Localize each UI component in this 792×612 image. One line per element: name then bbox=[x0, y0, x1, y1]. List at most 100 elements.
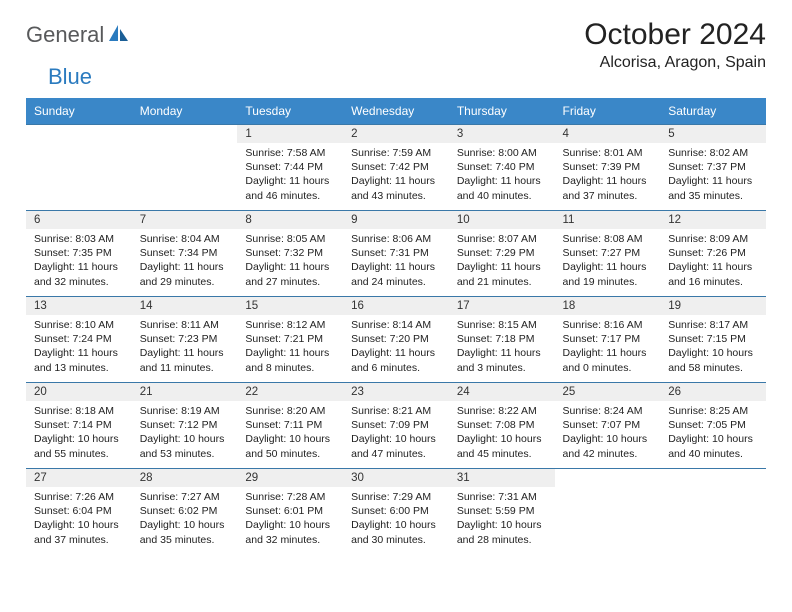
day-number: 23 bbox=[343, 383, 449, 401]
logo-text-blue: Blue bbox=[48, 64, 92, 90]
sunrise-text: Sunrise: 8:07 AM bbox=[457, 232, 547, 246]
daylight-text: Daylight: 11 hours bbox=[668, 174, 758, 188]
day-content: Sunrise: 8:05 AMSunset: 7:32 PMDaylight:… bbox=[237, 229, 343, 292]
sunset-text: Sunset: 6:04 PM bbox=[34, 504, 124, 518]
calendar-day-cell: 26Sunrise: 8:25 AMSunset: 7:05 PMDayligh… bbox=[660, 383, 766, 469]
day-number: 3 bbox=[449, 125, 555, 143]
sunrise-text: Sunrise: 8:16 AM bbox=[563, 318, 653, 332]
day-number: 25 bbox=[555, 383, 661, 401]
day-number: 6 bbox=[26, 211, 132, 229]
sunset-text: Sunset: 7:18 PM bbox=[457, 332, 547, 346]
sunset-text: Sunset: 7:37 PM bbox=[668, 160, 758, 174]
sunrise-text: Sunrise: 8:17 AM bbox=[668, 318, 758, 332]
day-number: 20 bbox=[26, 383, 132, 401]
weekday-header: Thursday bbox=[449, 98, 555, 125]
sunrise-text: Sunrise: 8:12 AM bbox=[245, 318, 335, 332]
sunset-text: Sunset: 7:44 PM bbox=[245, 160, 335, 174]
sunrise-text: Sunrise: 7:58 AM bbox=[245, 146, 335, 160]
sunrise-text: Sunrise: 8:25 AM bbox=[668, 404, 758, 418]
daylight-text: and 47 minutes. bbox=[351, 447, 441, 461]
sunset-text: Sunset: 6:02 PM bbox=[140, 504, 230, 518]
sunset-text: Sunset: 7:39 PM bbox=[563, 160, 653, 174]
sunset-text: Sunset: 7:34 PM bbox=[140, 246, 230, 260]
day-number: 7 bbox=[132, 211, 238, 229]
daylight-text: and 58 minutes. bbox=[668, 361, 758, 375]
daylight-text: and 0 minutes. bbox=[563, 361, 653, 375]
day-number: 8 bbox=[237, 211, 343, 229]
daylight-text: and 6 minutes. bbox=[351, 361, 441, 375]
day-content: Sunrise: 7:27 AMSunset: 6:02 PMDaylight:… bbox=[132, 487, 238, 550]
sunset-text: Sunset: 7:15 PM bbox=[668, 332, 758, 346]
day-content: Sunrise: 7:28 AMSunset: 6:01 PMDaylight:… bbox=[237, 487, 343, 550]
calendar-day-cell: 6Sunrise: 8:03 AMSunset: 7:35 PMDaylight… bbox=[26, 211, 132, 297]
calendar-day-cell bbox=[26, 125, 132, 211]
sunrise-text: Sunrise: 8:24 AM bbox=[563, 404, 653, 418]
calendar-day-cell: 20 Sunrise: 8:18 AMSunset: 7:14 PMDayligh… bbox=[26, 383, 132, 469]
sunset-text: Sunset: 7:29 PM bbox=[457, 246, 547, 260]
daylight-text: and 37 minutes. bbox=[34, 533, 124, 547]
weekday-header-row: Sunday Monday Tuesday Wednesday Thursday… bbox=[26, 98, 766, 125]
calendar-day-cell: 11Sunrise: 8:08 AMSunset: 7:27 PMDayligh… bbox=[555, 211, 661, 297]
daylight-text: and 24 minutes. bbox=[351, 275, 441, 289]
daylight-text: Daylight: 11 hours bbox=[457, 260, 547, 274]
daylight-text: and 28 minutes. bbox=[457, 533, 547, 547]
sunset-text: Sunset: 7:17 PM bbox=[563, 332, 653, 346]
day-content: Sunrise: 8:16 AMSunset: 7:17 PMDaylight:… bbox=[555, 315, 661, 378]
calendar-day-cell: 7Sunrise: 8:04 AMSunset: 7:34 PMDaylight… bbox=[132, 211, 238, 297]
sunrise-text: Sunrise: 8:09 AM bbox=[668, 232, 758, 246]
day-number: 2 bbox=[343, 125, 449, 143]
daylight-text: Daylight: 11 hours bbox=[351, 260, 441, 274]
title-block: October 2024 Alcorisa, Aragon, Spain bbox=[584, 18, 766, 72]
calendar-day-cell: 2Sunrise: 7:59 AMSunset: 7:42 PMDaylight… bbox=[343, 125, 449, 211]
day-content: Sunrise: 8:19 AMSunset: 7:12 PMDaylight:… bbox=[132, 401, 238, 464]
day-number: 28 bbox=[132, 469, 238, 487]
day-content: Sunrise: 8:12 AMSunset: 7:21 PMDaylight:… bbox=[237, 315, 343, 378]
calendar-day-cell: 27Sunrise: 7:26 AMSunset: 6:04 PMDayligh… bbox=[26, 469, 132, 555]
weekday-header: Tuesday bbox=[237, 98, 343, 125]
calendar-day-cell: 23Sunrise: 8:21 AMSunset: 7:09 PMDayligh… bbox=[343, 383, 449, 469]
daylight-text: Daylight: 10 hours bbox=[140, 432, 230, 446]
day-content: Sunrise: 8:01 AMSunset: 7:39 PMDaylight:… bbox=[555, 143, 661, 206]
day-number: 5 bbox=[660, 125, 766, 143]
daylight-text: and 16 minutes. bbox=[668, 275, 758, 289]
sunset-text: Sunset: 7:07 PM bbox=[563, 418, 653, 432]
day-number: 9 bbox=[343, 211, 449, 229]
daylight-text: and 32 minutes. bbox=[245, 533, 335, 547]
daylight-text: Daylight: 11 hours bbox=[34, 260, 124, 274]
daylight-text: Daylight: 10 hours bbox=[34, 432, 124, 446]
calendar-day-cell: 16Sunrise: 8:14 AMSunset: 7:20 PMDayligh… bbox=[343, 297, 449, 383]
daylight-text: and 13 minutes. bbox=[34, 361, 124, 375]
sunset-text: Sunset: 7:24 PM bbox=[34, 332, 124, 346]
sunrise-text: Sunrise: 7:31 AM bbox=[457, 490, 547, 504]
day-content: Sunrise: 8:25 AMSunset: 7:05 PMDaylight:… bbox=[660, 401, 766, 464]
calendar-day-cell: 19Sunrise: 8:17 AMSunset: 7:15 PMDayligh… bbox=[660, 297, 766, 383]
sunrise-text: Sunrise: 7:59 AM bbox=[351, 146, 441, 160]
calendar-day-cell: 24Sunrise: 8:22 AMSunset: 7:08 PMDayligh… bbox=[449, 383, 555, 469]
daylight-text: and 11 minutes. bbox=[140, 361, 230, 375]
sunset-text: Sunset: 7:14 PM bbox=[34, 418, 124, 432]
sunrise-text: Sunrise: 8:02 AM bbox=[668, 146, 758, 160]
day-content: Sunrise: 8:15 AMSunset: 7:18 PMDaylight:… bbox=[449, 315, 555, 378]
sunset-text: Sunset: 7:12 PM bbox=[140, 418, 230, 432]
day-content: Sunrise: 8:04 AMSunset: 7:34 PMDaylight:… bbox=[132, 229, 238, 292]
day-content: Sunrise: 8:10 AMSunset: 7:24 PMDaylight:… bbox=[26, 315, 132, 378]
day-content: Sunrise: 8:11 AMSunset: 7:23 PMDaylight:… bbox=[132, 315, 238, 378]
daylight-text: and 8 minutes. bbox=[245, 361, 335, 375]
daylight-text: and 43 minutes. bbox=[351, 189, 441, 203]
weekday-header: Friday bbox=[555, 98, 661, 125]
daylight-text: Daylight: 10 hours bbox=[563, 432, 653, 446]
calendar-day-cell: 10Sunrise: 8:07 AMSunset: 7:29 PMDayligh… bbox=[449, 211, 555, 297]
day-content: Sunrise: 8:14 AMSunset: 7:20 PMDaylight:… bbox=[343, 315, 449, 378]
daylight-text: and 40 minutes. bbox=[668, 447, 758, 461]
sunset-text: Sunset: 7:05 PM bbox=[668, 418, 758, 432]
sunrise-text: Sunrise: 8:20 AM bbox=[245, 404, 335, 418]
daylight-text: Daylight: 11 hours bbox=[351, 174, 441, 188]
calendar-day-cell: 3Sunrise: 8:00 AMSunset: 7:40 PMDaylight… bbox=[449, 125, 555, 211]
day-content: Sunrise: 7:31 AMSunset: 5:59 PMDaylight:… bbox=[449, 487, 555, 550]
day-content: Sunrise: 8:17 AMSunset: 7:15 PMDaylight:… bbox=[660, 315, 766, 378]
day-number: 29 bbox=[237, 469, 343, 487]
day-number: 15 bbox=[237, 297, 343, 315]
daylight-text: Daylight: 11 hours bbox=[245, 174, 335, 188]
weekday-header: Monday bbox=[132, 98, 238, 125]
sunrise-text: Sunrise: 8:18 AM bbox=[34, 404, 124, 418]
